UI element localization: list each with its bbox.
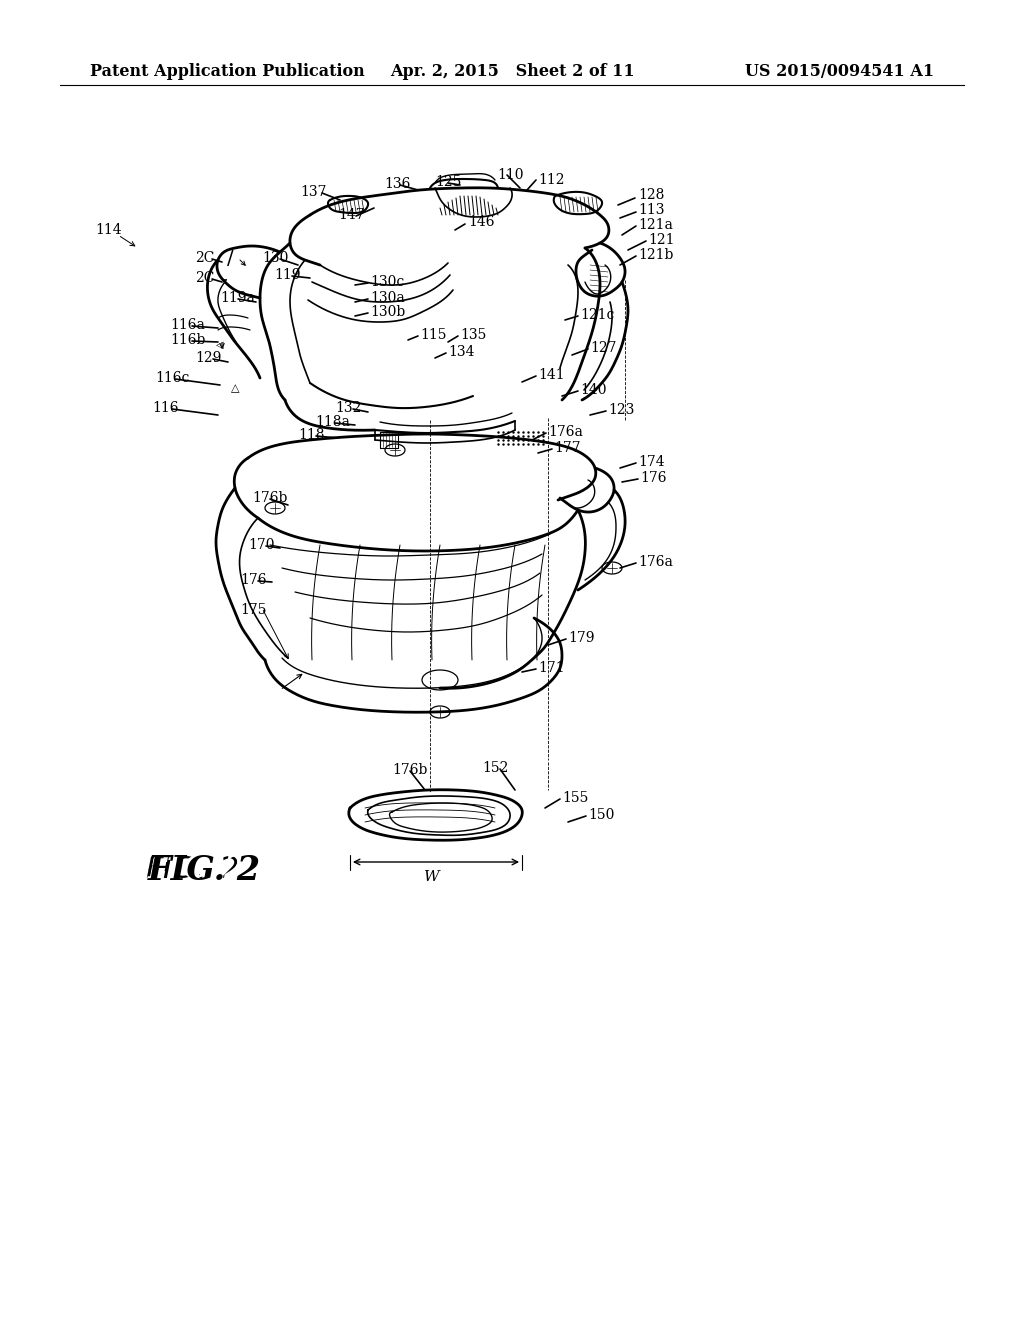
Text: 116c: 116c xyxy=(155,371,189,385)
Text: 175: 175 xyxy=(240,603,266,616)
Text: 177: 177 xyxy=(554,441,581,455)
Text: 176a: 176a xyxy=(548,425,583,440)
Text: 113: 113 xyxy=(638,203,665,216)
Text: 176a: 176a xyxy=(638,554,673,569)
Text: 125: 125 xyxy=(435,176,462,189)
Text: 2C: 2C xyxy=(195,251,214,265)
Text: 119a: 119a xyxy=(220,290,255,305)
Text: Apr. 2, 2015   Sheet 2 of 11: Apr. 2, 2015 Sheet 2 of 11 xyxy=(390,63,634,81)
Text: 135: 135 xyxy=(460,327,486,342)
Text: 176: 176 xyxy=(240,573,266,587)
Text: 155: 155 xyxy=(562,791,589,805)
Text: 176b: 176b xyxy=(392,763,427,777)
Text: 127: 127 xyxy=(590,341,616,355)
Text: Patent Application Publication: Patent Application Publication xyxy=(90,63,365,81)
Text: 130a: 130a xyxy=(370,290,404,305)
Text: 130: 130 xyxy=(262,251,289,265)
Text: 150: 150 xyxy=(588,808,614,822)
Text: 171: 171 xyxy=(538,661,564,675)
Text: FIG_2: FIG_2 xyxy=(148,854,247,886)
Text: 140: 140 xyxy=(580,383,606,397)
Text: 130c: 130c xyxy=(370,275,404,289)
Text: 132: 132 xyxy=(335,401,361,414)
Text: 115: 115 xyxy=(420,327,446,342)
Text: △: △ xyxy=(230,383,240,393)
Text: 121: 121 xyxy=(648,234,675,247)
Text: 121a: 121a xyxy=(638,218,673,232)
Text: W: W xyxy=(424,870,440,884)
Text: 116a: 116a xyxy=(170,318,205,333)
Text: 137: 137 xyxy=(300,185,327,199)
Text: 174: 174 xyxy=(638,455,665,469)
Text: 123: 123 xyxy=(608,403,635,417)
Text: 147: 147 xyxy=(338,209,365,222)
Text: FIG. 2: FIG. 2 xyxy=(148,854,261,887)
Text: 119: 119 xyxy=(274,268,300,282)
Text: /: / xyxy=(226,248,233,268)
Text: 118: 118 xyxy=(298,428,325,442)
Text: 129: 129 xyxy=(195,351,221,366)
Text: 179: 179 xyxy=(568,631,595,645)
Text: 152: 152 xyxy=(482,762,508,775)
Text: 176b: 176b xyxy=(252,491,288,506)
Text: 110: 110 xyxy=(497,168,523,182)
Text: 2C: 2C xyxy=(195,271,214,285)
Text: 146: 146 xyxy=(468,215,495,228)
Text: 128: 128 xyxy=(638,187,665,202)
Text: 116: 116 xyxy=(152,401,178,414)
Text: US 2015/0094541 A1: US 2015/0094541 A1 xyxy=(744,63,934,81)
Text: 136: 136 xyxy=(384,177,411,191)
Text: 121c: 121c xyxy=(580,308,614,322)
Text: 121b: 121b xyxy=(638,248,674,261)
Text: 130b: 130b xyxy=(370,305,406,319)
Text: 141: 141 xyxy=(538,368,564,381)
Text: $\mathit{FIG.\ 2}$: $\mathit{FIG.\ 2}$ xyxy=(145,854,239,886)
Text: 116b: 116b xyxy=(170,333,206,347)
Text: 134: 134 xyxy=(449,345,474,359)
Text: 170: 170 xyxy=(248,539,274,552)
Text: 114: 114 xyxy=(95,223,122,238)
Text: 118a: 118a xyxy=(315,414,350,429)
Text: 112: 112 xyxy=(538,173,564,187)
Text: 176: 176 xyxy=(640,471,667,484)
Text: ◁: ◁ xyxy=(216,341,224,350)
